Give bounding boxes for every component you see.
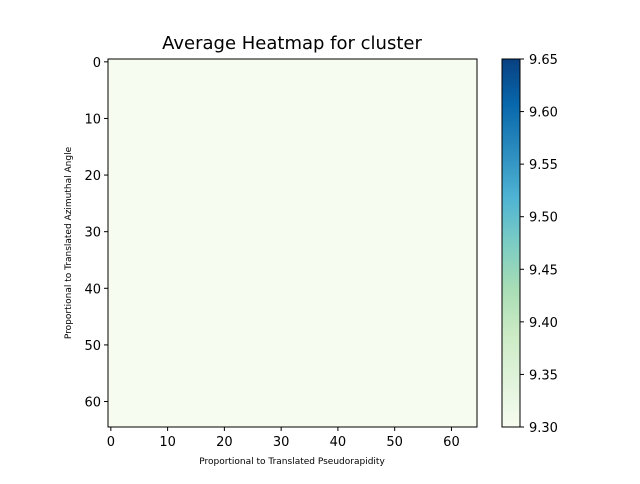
y-tick-label: 0 xyxy=(93,56,101,71)
y-tick-label: 40 xyxy=(84,282,101,297)
x-tick-label: 50 xyxy=(386,435,403,450)
y-tick-label: 30 xyxy=(84,226,101,241)
x-tick-label: 40 xyxy=(330,435,347,450)
y-axis-label: Proportional to Translated Azimuthal Ang… xyxy=(64,146,74,339)
x-tick-label: 0 xyxy=(107,435,115,450)
colorbar-tick-label: 9.35 xyxy=(529,368,558,383)
colorbar-tick-label: 9.60 xyxy=(529,106,558,121)
y-tick-label: 60 xyxy=(84,396,101,411)
x-tick-label: 10 xyxy=(159,435,176,450)
chart-title: Average Heatmap for cluster xyxy=(162,33,422,54)
x-tick-label: 30 xyxy=(273,435,290,450)
x-axis-label: Proportional to Translated Pseudorapidit… xyxy=(199,457,385,467)
x-tick-label: 60 xyxy=(443,435,460,450)
colorbar: 9.30 9.35 9.40 9.45 9.50 9.55 9.60 9.65 xyxy=(501,53,558,436)
colorbar-tick-label: 9.65 xyxy=(529,53,558,68)
heatmap-cells xyxy=(108,59,477,427)
colorbar-tick-label: 9.45 xyxy=(529,263,558,278)
y-axis: 0 10 20 30 40 50 60 xyxy=(84,56,108,411)
colorbar-tick-label: 9.40 xyxy=(529,316,558,331)
colorbar-tick-label: 9.30 xyxy=(529,421,558,436)
y-tick-label: 20 xyxy=(84,169,101,184)
colorbar-tick-label: 9.50 xyxy=(529,211,558,226)
y-tick-label: 10 xyxy=(84,112,101,127)
plot-frame xyxy=(107,58,478,428)
x-axis: 0 10 20 30 40 50 60 xyxy=(107,427,460,450)
colorbar-gradient xyxy=(501,58,521,428)
heatmap-area xyxy=(107,58,478,428)
y-tick-label: 50 xyxy=(84,339,101,354)
x-tick-label: 20 xyxy=(216,435,233,450)
colorbar-tick-label: 9.55 xyxy=(529,158,558,173)
